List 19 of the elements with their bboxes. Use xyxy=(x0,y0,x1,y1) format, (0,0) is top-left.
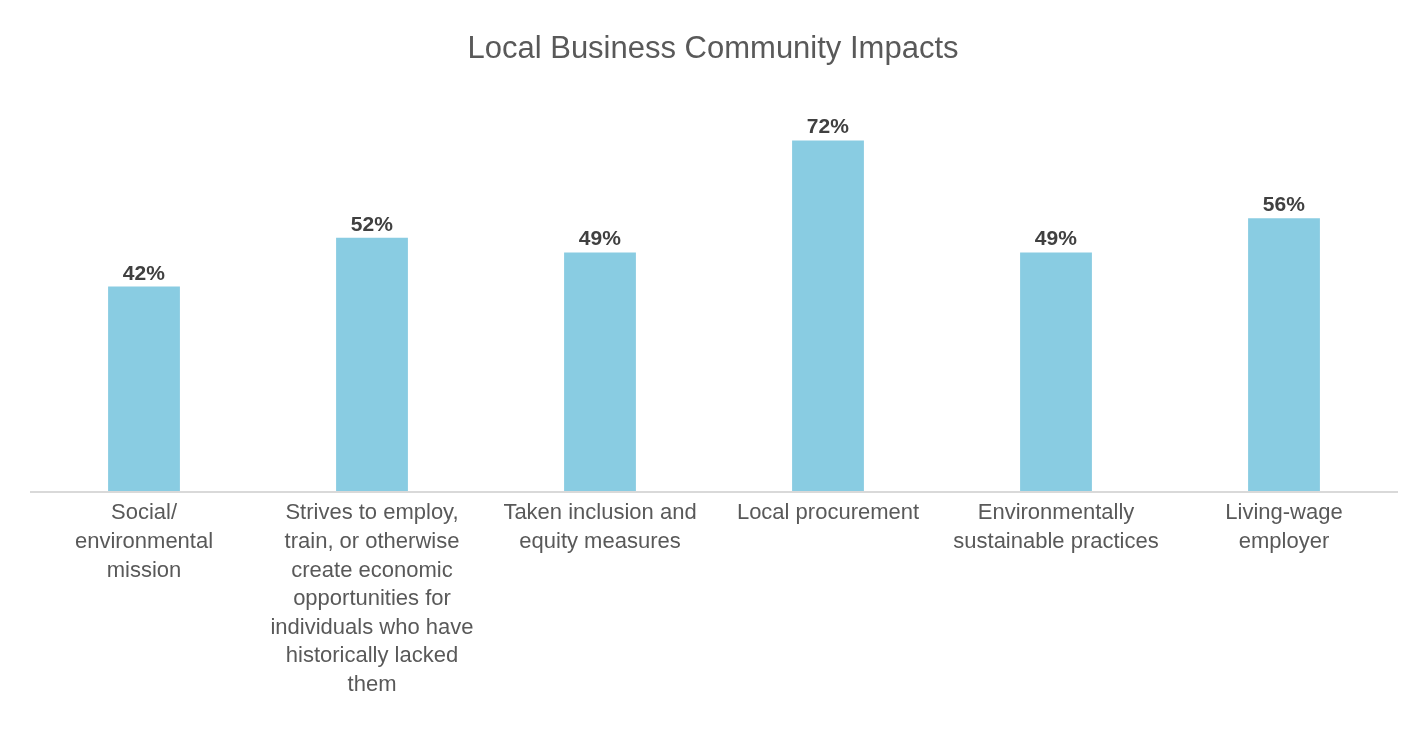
bar xyxy=(1248,218,1320,491)
bar xyxy=(1020,252,1092,491)
bar xyxy=(108,286,180,491)
bar xyxy=(792,140,864,491)
x-tick-label: Strives to employ, train, or otherwise create economic opportunities for individuals who have historically lacked them xyxy=(270,499,474,696)
data-label: 49% xyxy=(578,226,622,250)
bar xyxy=(564,252,636,491)
x-tick-label: Taken inclusion and equity measures xyxy=(503,499,697,553)
bar xyxy=(336,237,408,491)
data-label: 52% xyxy=(350,211,394,235)
data-label: 49% xyxy=(1034,226,1078,250)
x-tick-label: Local procurement xyxy=(736,499,920,525)
x-tick-label: Living-wage employer xyxy=(1225,499,1343,553)
data-label: 72% xyxy=(806,114,850,138)
data-label: 42% xyxy=(122,260,166,284)
x-tick-label: Environmentally sustainable practices xyxy=(953,499,1159,553)
data-label: 56% xyxy=(1262,192,1306,216)
x-tick-label: Social/ environmental mission xyxy=(74,499,214,582)
chart-title: Local Business Community Impacts xyxy=(467,29,959,65)
